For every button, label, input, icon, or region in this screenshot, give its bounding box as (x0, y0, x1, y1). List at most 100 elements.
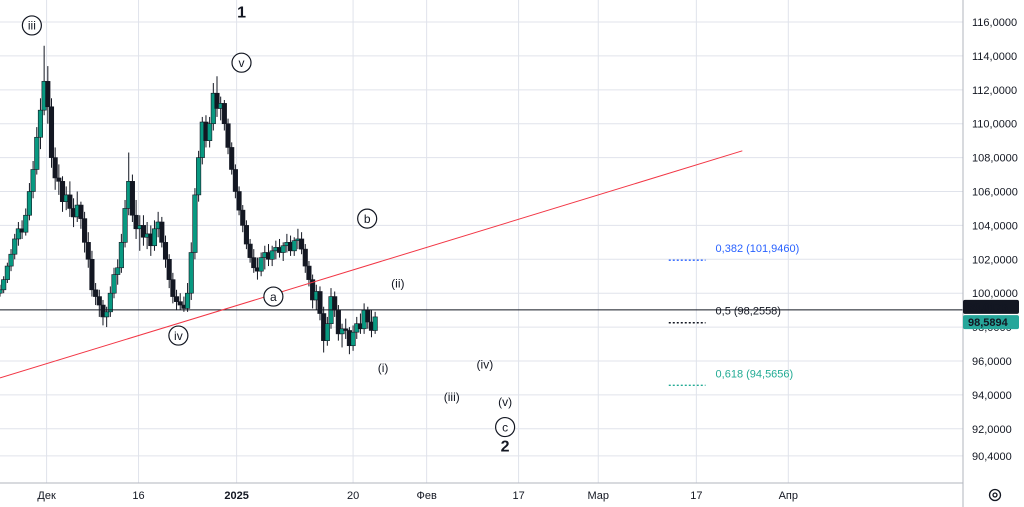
wave-label: (iii) (444, 390, 460, 404)
overlays: 0,382 (101,9460) 0,5 (98,2558) 0,618 (94,5… (0, 150, 963, 386)
candle-body (324, 323, 330, 341)
candle-body (140, 225, 146, 238)
candle-body (229, 147, 235, 170)
trendline[interactable] (0, 150, 743, 379)
candle-body (302, 248, 308, 267)
y-tick-label: 100,0000 (972, 288, 1018, 300)
wave-label: iv (174, 329, 183, 343)
candle-body (214, 92, 220, 109)
y-tick-label: 108,0000 (972, 153, 1018, 165)
candle-body (96, 296, 102, 306)
y-axis[interactable]: 116,0000 114,0000 112,0000 110,0000 108,0000… (962, 0, 1019, 507)
candle-body (221, 103, 227, 125)
price-tag-label: 98,5894 (968, 317, 1009, 329)
candle-body (236, 191, 242, 211)
candle-body (188, 252, 194, 294)
wave-label: 1 (237, 5, 246, 22)
fib-level-label: 0,5 (98,2558) (716, 306, 781, 318)
candle-body (52, 157, 58, 179)
price-tag-label: 99,0175 (968, 302, 1008, 314)
candle-body (173, 296, 180, 302)
candle-body (243, 225, 249, 245)
x-tick-label: 17 (690, 490, 702, 502)
candle-body (129, 181, 135, 216)
candle-body (89, 258, 95, 291)
wave-label-circle (21, 15, 42, 36)
candle-body (350, 331, 356, 347)
wave-label-circle (263, 286, 284, 307)
candles (0, 45, 378, 355)
candle-body (56, 177, 62, 182)
candle-body (8, 253, 14, 267)
y-tick-label: 116,0000 (972, 17, 1017, 29)
candle-body (162, 242, 169, 260)
wave-label-circle (357, 208, 378, 229)
candle-body (170, 279, 176, 297)
wave-label-circle (494, 416, 516, 438)
candle-body (247, 243, 253, 258)
candle-body (1, 279, 7, 291)
candle-body (67, 194, 73, 209)
candle-body (207, 123, 213, 141)
candle-body (280, 245, 286, 253)
candle-body (232, 169, 238, 192)
x-tick-label: Мар (588, 490, 610, 502)
candle-body (78, 204, 84, 219)
candle-body (306, 265, 312, 280)
x-tick-label: Дек (37, 490, 56, 502)
candle-body (185, 292, 191, 309)
candle-body (93, 289, 99, 297)
wave-label: iii (28, 19, 36, 33)
candle-body (372, 316, 378, 331)
wave-label: (v) (498, 395, 512, 409)
wave-label: b (364, 212, 371, 226)
y-tick-label: 96,0000 (972, 356, 1012, 368)
x-tick-label: 16 (132, 490, 144, 502)
gear-icon (988, 488, 1002, 502)
y-tick-label: 106,0000 (972, 187, 1018, 199)
x-tick-label: 20 (347, 490, 359, 502)
candle-body (115, 267, 121, 275)
candle-body (85, 242, 91, 260)
x-tick-label: 2025 (224, 490, 248, 502)
wave-label: (ii) (391, 276, 404, 290)
candle-body (225, 123, 231, 148)
candle-body (291, 240, 297, 252)
candle-body (339, 328, 345, 335)
wave-label: (iv) (477, 358, 494, 372)
candle-body (332, 296, 338, 311)
candle-body (317, 291, 323, 314)
wave-labels: iii 1 v b (ii) a iv (i) (iv) (iii) (v) c 2 (21, 5, 516, 455)
candle-body (310, 279, 316, 301)
x-axis[interactable]: Дек 16 2025 20 Фев 17 Мар 17 Апр (0, 482, 963, 502)
wave-label: c (502, 420, 508, 434)
x-tick-label: Фев (416, 490, 436, 502)
y-tick-label: 114,0000 (972, 51, 1017, 63)
candle-body (133, 214, 139, 230)
candle-body (59, 181, 66, 202)
y-tick-label: 110,0000 (972, 119, 1017, 131)
candle-body (0, 289, 3, 294)
wave-label: a (270, 290, 277, 304)
y-tick-label: 90,4000 (972, 451, 1012, 463)
candle-body (258, 257, 264, 272)
wave-label-circle (231, 52, 252, 73)
fib-level-label: 0,618 (94,5656) (716, 368, 794, 380)
candle-body (15, 228, 21, 240)
candle-body (100, 304, 106, 318)
candle-body (82, 218, 88, 243)
y-tick-label: 112,0000 (972, 85, 1017, 97)
candle-body (299, 238, 305, 250)
candle-body (269, 250, 275, 260)
candle-body (4, 265, 10, 280)
candle-body (151, 228, 158, 247)
candle-body (107, 292, 113, 313)
settings-button[interactable] (988, 488, 1002, 502)
candle-body (343, 328, 349, 331)
candle-body (365, 309, 371, 323)
candle-body (118, 242, 124, 269)
candle-body (23, 214, 29, 233)
y-tick-label: 102,0000 (972, 254, 1018, 266)
y-tick-label: 92,0000 (972, 424, 1012, 436)
